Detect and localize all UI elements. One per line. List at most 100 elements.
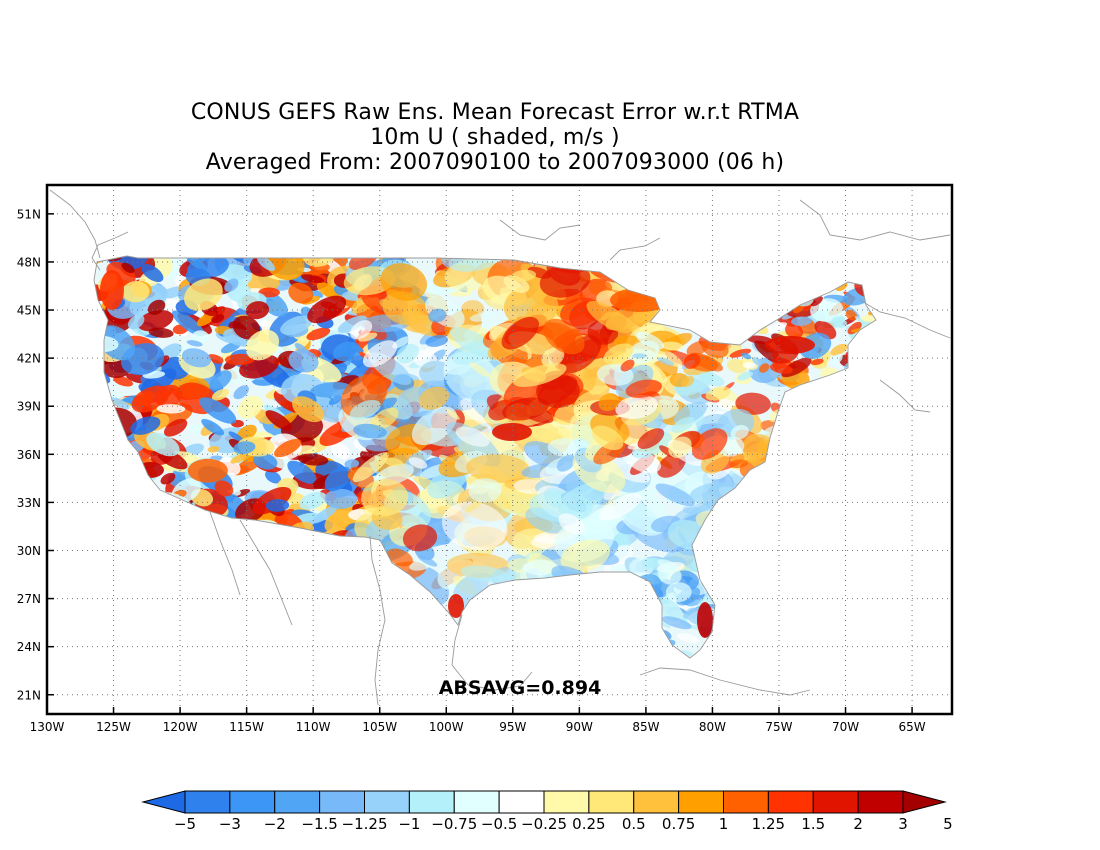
field-patch [352, 452, 389, 483]
colorbar-box [184, 790, 231, 814]
field-patch [657, 357, 675, 366]
field-patch [201, 418, 225, 436]
lon-tick-label: 90W [566, 720, 593, 734]
lat-tick-label: 45N [17, 304, 41, 318]
field-patch [350, 320, 373, 340]
colorbar-label: 1.5 [801, 815, 825, 833]
field-patch [228, 431, 244, 442]
field-patch [448, 594, 464, 618]
field-patch [449, 327, 499, 359]
colorbar-box [319, 790, 365, 814]
field-patch [280, 315, 313, 335]
field-patch [186, 256, 208, 271]
field-patch [264, 256, 305, 281]
field-patch [379, 298, 396, 311]
field-patch [785, 323, 804, 339]
map-panel: 51N 48N 45N 42N 39N 36N 33N 30N 27N 24N 21N 130W 12… [17, 183, 954, 734]
lat-tick-label: 48N [17, 255, 41, 269]
field-patch [199, 397, 237, 424]
field-patch [288, 349, 319, 373]
lon-tick-label: 95W [499, 720, 526, 734]
lat-tick-label: 51N [17, 207, 41, 221]
lon-tick-label: 80W [699, 720, 726, 734]
lon-tick-label: 100W [429, 720, 464, 734]
colorbar-box [857, 790, 904, 814]
colorbar-box [229, 790, 276, 814]
lat-tick-label: 30N [17, 544, 41, 558]
field-patch [417, 554, 438, 567]
field-patch [466, 454, 531, 483]
field-patch [353, 423, 387, 439]
lon-tick-label: 75W [765, 720, 792, 734]
field-patch [253, 452, 278, 470]
field-patch [830, 343, 848, 356]
lon-tick-label: 130W [30, 720, 65, 734]
field-patch [306, 327, 331, 341]
field-patch [810, 296, 823, 307]
lat-tick-label: 27N [17, 592, 41, 606]
field-patch [655, 348, 683, 367]
field-patch [603, 343, 634, 365]
colorbar-label: −5 [174, 815, 196, 833]
field-patch [746, 335, 773, 344]
field-patch [383, 457, 404, 467]
field-patch [503, 285, 559, 329]
field-patch [469, 311, 499, 322]
field-patch [146, 432, 180, 457]
colorbar-label: −3 [219, 815, 241, 833]
field-patch [661, 616, 692, 630]
field-patch [632, 353, 647, 359]
field-patch [620, 359, 635, 372]
field-patch [730, 424, 749, 440]
field-patch [127, 314, 145, 330]
field-patch [382, 291, 429, 326]
field-patch [121, 262, 135, 274]
field-patch [763, 322, 788, 334]
field-patch [171, 310, 205, 337]
colorbar-label: 1 [719, 815, 729, 833]
colorbar-arrow-high [902, 790, 947, 814]
colorbar-box [678, 790, 724, 814]
colorbar-box [588, 790, 635, 814]
field-patch [455, 426, 490, 447]
title-line-2: 10m U ( shaded, m/s ) [370, 125, 620, 150]
field-patch [557, 481, 608, 515]
field-patch [428, 308, 447, 323]
lon-tick-label: 105W [362, 720, 397, 734]
field-patch [122, 281, 150, 303]
field-patch [288, 282, 314, 304]
field-patch [156, 404, 186, 414]
colorbar-box [453, 790, 500, 814]
field-patch [273, 438, 302, 458]
field-patch [232, 315, 261, 340]
field-patch [181, 348, 211, 368]
field-patch [130, 416, 161, 435]
field-patch [337, 315, 367, 333]
lon-tick-label: 125W [96, 720, 131, 734]
field-patch [344, 459, 360, 469]
field-patch [539, 263, 591, 298]
field-patch [186, 340, 203, 347]
field-patch [625, 379, 662, 398]
field-patch [332, 341, 361, 362]
field-patch [148, 327, 174, 338]
field-patch [310, 289, 324, 298]
field-patch [109, 397, 130, 410]
field-patch [513, 363, 567, 387]
lon-tick-label: 85W [632, 720, 659, 734]
field-patch [791, 316, 812, 326]
field-patch [541, 347, 565, 368]
lon-tick-label: 70W [832, 720, 859, 734]
field-patch [668, 436, 692, 458]
field-patch [742, 362, 757, 369]
field-patch [655, 596, 683, 622]
field-patch [735, 392, 771, 415]
field-patch [316, 282, 340, 299]
field-patch [214, 480, 234, 497]
field-patch [665, 582, 692, 603]
field-patch [501, 316, 540, 350]
field-patch [691, 428, 728, 460]
colorbar-label: −0.25 [521, 815, 567, 833]
field-patch [655, 483, 696, 507]
field-patch [558, 513, 585, 535]
